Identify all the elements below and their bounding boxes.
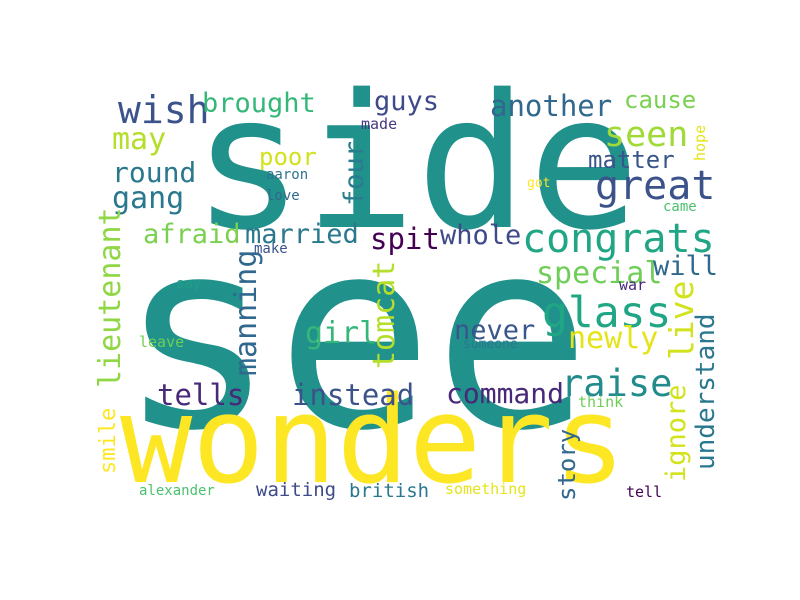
word-guys: guys [374,86,440,117]
word-love: love [266,188,300,204]
word-will: will [653,251,719,282]
word-alexander: alexander [139,483,215,499]
word-understand: understand [691,313,721,470]
word-four: four [339,140,370,206]
word-british: british [349,480,430,502]
word-instead: instead [292,378,415,412]
word-great: great [595,163,716,209]
word-raise: raise [561,362,673,405]
word-wish: wish [118,88,210,132]
word-wonders: wonders [120,372,626,511]
word-tell: tell [626,483,663,501]
word-brought: brought [202,88,316,119]
word-matter: matter [588,146,675,174]
word-poor: poor [259,143,317,171]
word-command: command [446,377,565,410]
word-cause: cause [624,86,697,114]
word-say: say [176,276,202,292]
word-may: may [112,122,167,157]
word-manning: manning [229,249,264,376]
word-never: never [454,315,536,346]
word-make: make [254,241,288,257]
word-round: round [112,156,197,189]
word-ignore: ignore [661,384,692,482]
word-gang: gang [112,181,185,216]
word-lieutenant: lieutenant [93,207,128,388]
word-made: made [361,115,398,133]
word-glass: glass [542,288,672,338]
word-smile: smile [96,407,121,474]
word-another: another [490,89,613,123]
word-aaron: aaron [266,167,309,183]
word-got: got [527,176,551,191]
word-hope: hope [691,124,709,161]
word-leave: leave [139,333,185,351]
word-tells: tells [157,378,245,412]
word-married: married [245,219,359,250]
word-came: came [663,199,697,215]
word-congrats: congrats [522,216,715,262]
word-girl: girl [305,316,378,351]
word-waiting: waiting [256,479,337,501]
word-war: war [619,276,647,294]
word-tomcat: tomcat [367,260,402,369]
word-spit: spit [370,222,440,256]
word-seen: seen [604,115,689,155]
word-newly: newly [568,321,659,356]
word-story: story [553,428,581,501]
word-afraid: afraid [143,219,241,250]
word-think: think [578,393,624,411]
word-special: special [536,256,663,291]
word-someone: someone [463,337,518,352]
word-side: side [192,54,640,271]
word-see: see [118,183,592,488]
word-whole: whole [440,220,522,251]
word-something: something [445,480,527,498]
